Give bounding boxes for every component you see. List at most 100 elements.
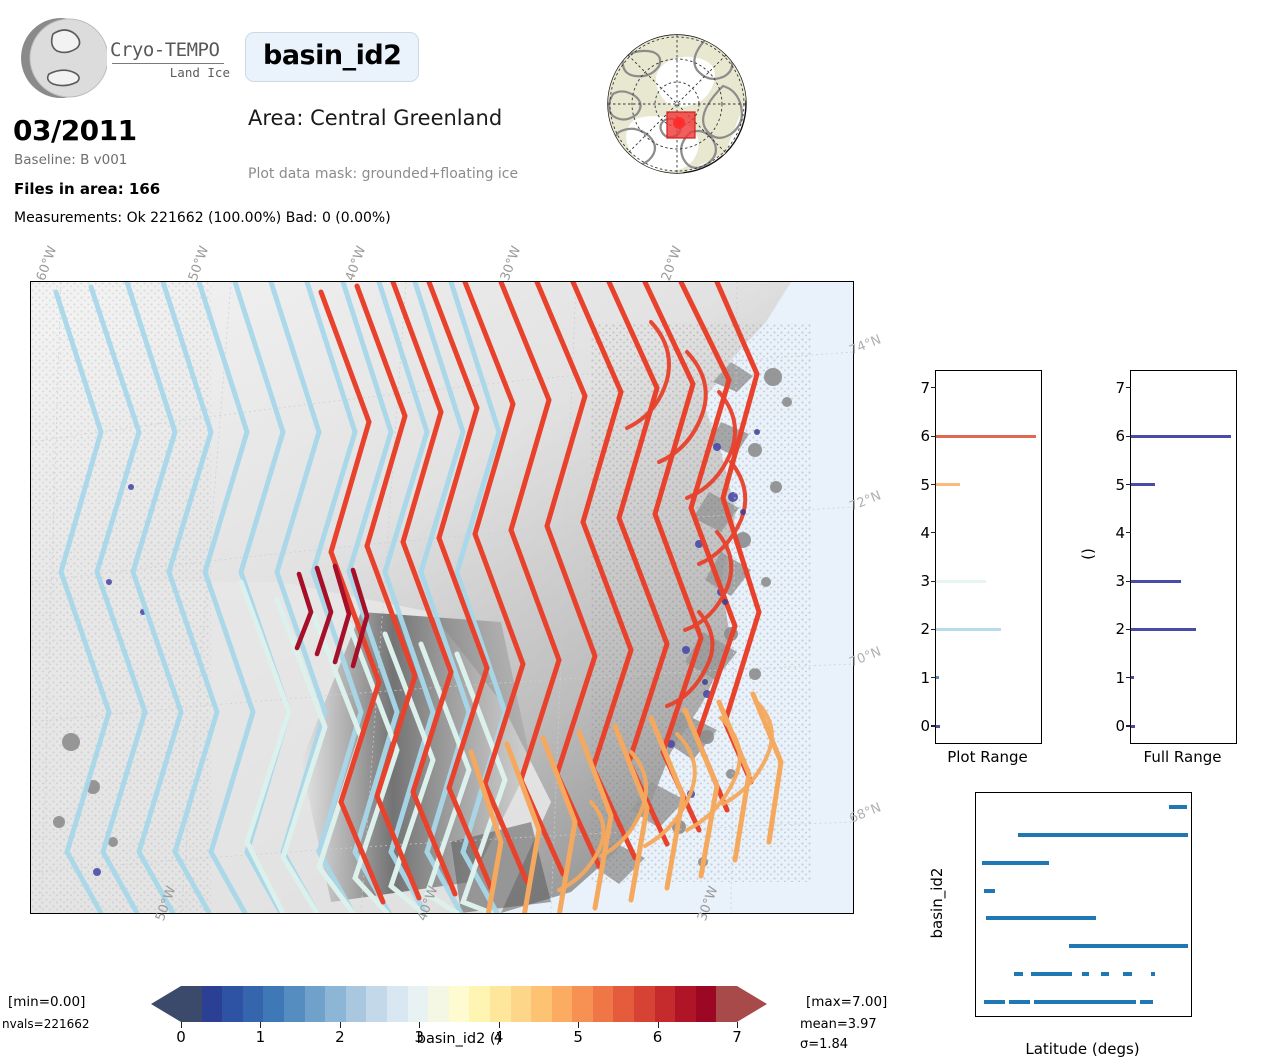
colorbar-ticklabel: 1	[255, 1028, 266, 1046]
colorbar-segment-18	[551, 986, 573, 1022]
range-tickmark	[931, 387, 936, 389]
range-bar-2	[1131, 627, 1197, 631]
range-bar-5	[936, 483, 961, 487]
colorbar-segment-2	[222, 986, 243, 1022]
colorbar-tickmark	[737, 1022, 738, 1028]
scatter-series-3	[986, 916, 1097, 921]
scatter-series-0	[983, 1000, 1006, 1005]
range-ticklabel: 6	[920, 427, 930, 446]
map-canvas	[31, 282, 853, 913]
range-ticklabel: 1	[1115, 668, 1125, 687]
colorbar-tickmark	[419, 1022, 421, 1028]
colorbar-segment-11	[407, 986, 429, 1022]
colorbar-segment-5	[283, 986, 305, 1022]
mean-label: mean=3.97	[800, 1017, 877, 1032]
scatter-series-4	[983, 888, 996, 893]
range-ticklabel: 5	[1115, 475, 1125, 494]
range-tickmark	[1126, 387, 1131, 389]
range-ticklabel: 5	[920, 475, 930, 494]
scatter-series-1	[1101, 972, 1110, 977]
colorbar-segment-10	[386, 986, 408, 1022]
colorbar-segment-1	[201, 986, 223, 1022]
range-bar-6	[936, 434, 1036, 438]
range-tickmark	[931, 677, 936, 679]
scatter-series-0	[1009, 1000, 1030, 1005]
plot-range-panel: 0 1 2 3 4 5 6 7 Plot Range	[920, 370, 1042, 770]
scatter-series-7	[1169, 804, 1188, 809]
scatter-x-tickmark	[1149, 1016, 1150, 1017]
colorbar-tickmark	[339, 1022, 341, 1028]
range-bar-0	[1131, 724, 1136, 728]
colorbar-tickmark	[498, 1022, 500, 1028]
range-bar-3	[936, 579, 987, 583]
parameter-badge[interactable]: basin_id2	[245, 32, 420, 82]
full-range-ylabel: ()	[1078, 548, 1097, 560]
scatter-y-tickmark	[975, 890, 976, 891]
colorbar-segment-23	[654, 986, 676, 1022]
scatter-series-1	[1014, 972, 1024, 977]
full-range-caption: Full Range	[1143, 748, 1222, 766]
colorbar-segment-8	[345, 986, 367, 1022]
colorbar-segment-26	[716, 986, 738, 1022]
brand-logo: Cryo-TEMPO Land Ice	[14, 10, 230, 105]
range-tickmark	[931, 725, 936, 727]
logo-divider	[112, 63, 224, 64]
range-ticklabel: 4	[920, 523, 930, 542]
scatter-xlabel: Latitude (degs)	[1025, 1040, 1140, 1058]
scatter-x-tickmark	[1085, 1016, 1086, 1017]
range-tickmark	[1126, 435, 1131, 437]
colorbar-segment-19	[572, 986, 593, 1022]
colorbar-segment-3	[242, 986, 264, 1022]
scatter-series-6	[1018, 832, 1189, 837]
range-ticklabel: 0	[1115, 717, 1125, 736]
range-tickmark	[1126, 677, 1131, 679]
plot-range-caption: Plot Range	[947, 748, 1028, 766]
colorbar-min-label: [min=0.00]	[8, 994, 86, 1010]
range-tickmark	[1126, 725, 1131, 727]
sigma-label: σ=1.84	[800, 1037, 849, 1052]
scatter-series-1	[1082, 972, 1089, 977]
main-map[interactable]: km 100.0	[30, 281, 854, 914]
colorbar-segment-7	[325, 986, 346, 1022]
range-tickmark	[931, 532, 936, 534]
range-tickmark	[1126, 580, 1131, 582]
scatter-series-1	[1031, 972, 1072, 977]
full-range-panel: 0 1 2 3 4 5 6 7 Full Range	[1115, 370, 1237, 770]
colorbar-ticklabel: 2	[335, 1028, 345, 1046]
colorbar-segment-20	[592, 986, 614, 1022]
range-tickmark	[1126, 628, 1131, 631]
plot-data-mask-note: Plot data mask: grounded+floating ice	[248, 166, 519, 182]
colorbar-segment-16	[510, 986, 532, 1022]
colorbar-segment-25	[695, 986, 717, 1022]
colorbar-tickmark	[657, 1022, 659, 1028]
range-ticklabel: 2	[920, 620, 930, 639]
colorbar-ticks: 0 1 2 3 4 5 6 7	[176, 1022, 742, 1046]
colorbar-segment-13	[448, 986, 470, 1022]
area-title: Area: Central Greenland	[248, 106, 503, 130]
basin-vs-latitude-plot[interactable]: 024670.072.575.0	[975, 792, 1192, 1017]
locator-globe-inset	[607, 34, 747, 174]
range-tickmark	[931, 580, 936, 582]
range-tickmark	[1126, 483, 1131, 486]
colorbar: [min=0.00] [max=7.00] 0 1 2 3 4 5 6 7	[0, 975, 910, 1060]
logo-title: Cryo-TEMPO	[110, 39, 220, 61]
range-ticklabel: 1	[920, 668, 930, 687]
range-ticklabel: 6	[1115, 427, 1125, 446]
colorbar-max-cap	[737, 986, 767, 1022]
range-bar-1	[936, 676, 940, 680]
colorbar-ticklabel: 6	[652, 1028, 663, 1046]
colorbar-min-cap	[151, 986, 181, 1022]
plot-range-axes: 0 1 2 3 4 5 6 7	[920, 370, 1042, 744]
range-ticklabel: 4	[1115, 523, 1125, 542]
range-tickmark	[931, 628, 936, 631]
baseline-label: Baseline: B v001	[14, 152, 128, 168]
range-bar-2	[936, 627, 1002, 631]
scatter-series-0	[1033, 1000, 1136, 1005]
logo-subtitle: Land Ice	[169, 65, 230, 80]
colorbar-segment-0	[181, 986, 202, 1022]
colorbar-axis-label: basin_id2 ()	[416, 1031, 502, 1047]
scatter-y-tickmark	[975, 1001, 976, 1002]
range-tickmark	[931, 483, 936, 486]
colorbar-segment-15	[489, 986, 511, 1022]
range-bar-6	[1131, 434, 1231, 438]
